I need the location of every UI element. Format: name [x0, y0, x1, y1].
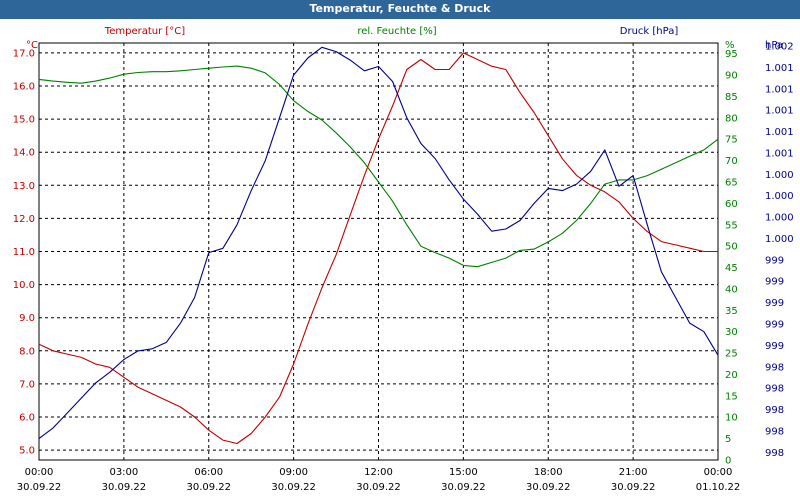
unit-pressure: hPa [765, 40, 783, 51]
y-tick-pressure: 999 [765, 255, 784, 266]
y-tick-temperature: 6.0 [19, 412, 35, 423]
y-tick-humidity: 70 [725, 156, 738, 167]
unit-temperature: °C [26, 40, 38, 51]
y-tick-humidity: 0 [725, 456, 731, 467]
x-tick-date: 30.09.22 [186, 482, 231, 493]
y-tick-pressure: 1.001 [765, 106, 794, 117]
y-tick-pressure: 998 [765, 426, 784, 437]
axis-label-humidity: rel. Feuchte [%] [357, 26, 436, 37]
x-tick-time: 00:00 [25, 467, 54, 478]
x-tick-date: 30.09.22 [526, 482, 571, 493]
x-tick-time: 18:00 [534, 467, 563, 478]
y-tick-temperature: 7.0 [19, 379, 35, 390]
y-tick-humidity: 45 [725, 263, 738, 274]
x-tick-time: 21:00 [619, 467, 648, 478]
y-tick-humidity: 10 [725, 413, 738, 424]
y-tick-humidity: 20 [725, 370, 738, 381]
chart: 00:00 30.09.22 03:00 30.09.22 06:00 30.09.22 0… [13, 26, 794, 494]
axis-label-temperature: Temperatur [°C] [104, 26, 185, 37]
x-tick-time: 12:00 [364, 467, 393, 478]
y-tick-humidity: 25 [725, 349, 738, 360]
y-tick-pressure: 1.000 [765, 213, 794, 224]
y-tick-humidity: 40 [725, 284, 738, 295]
y-tick-pressure: 1.000 [765, 170, 794, 181]
x-tick-date: 30.09.22 [102, 482, 147, 493]
y-tick-pressure: 1.002 [765, 42, 794, 53]
y-tick-pressure: 998 [765, 384, 784, 395]
x-tick-time: 15:00 [449, 467, 478, 478]
y-tick-temperature: 15.0 [13, 115, 35, 126]
y-tick-pressure: 999 [765, 341, 784, 352]
y-tick-pressure: 999 [765, 298, 784, 309]
y-tick-humidity: 35 [725, 306, 738, 317]
tick-labels: 00:00 30.09.22 03:00 30.09.22 06:00 30.09.22 0… [13, 42, 794, 494]
x-tick-date: 01.10.22 [696, 482, 741, 493]
y-tick-humidity: 75 [725, 135, 738, 146]
y-tick-pressure: 998 [765, 405, 784, 416]
y-tick-humidity: 50 [725, 242, 738, 253]
y-tick-temperature: 5.0 [19, 446, 35, 457]
y-tick-pressure: 1.000 [765, 191, 794, 202]
y-tick-temperature: 17.0 [13, 48, 35, 59]
y-tick-temperature: 10.0 [13, 280, 35, 291]
y-tick-humidity: 85 [725, 92, 738, 103]
y-tick-temperature: 11.0 [13, 247, 35, 258]
y-tick-pressure: 999 [765, 320, 784, 331]
y-tick-humidity: 30 [725, 327, 738, 338]
y-tick-pressure: 998 [765, 362, 784, 373]
x-tick-date: 30.09.22 [17, 482, 62, 493]
x-tick-date: 30.09.22 [441, 482, 486, 493]
y-tick-temperature: 16.0 [13, 82, 35, 93]
y-tick-temperature: 9.0 [19, 313, 35, 324]
x-tick-date: 30.09.22 [356, 482, 401, 493]
axis-label-pressure: Druck [hPa] [620, 26, 679, 37]
x-tick-time: 09:00 [279, 467, 308, 478]
y-tick-humidity: 55 [725, 220, 738, 231]
y-tick-humidity: 60 [725, 199, 738, 210]
y-tick-humidity: 15 [725, 391, 738, 402]
x-tick-date: 30.09.22 [271, 482, 316, 493]
y-tick-humidity: 65 [725, 178, 738, 189]
unit-humidity: % [725, 40, 735, 51]
x-tick-time: 00:00 [704, 467, 733, 478]
series-line-pressure [38, 46, 719, 440]
series-line-temperature [38, 52, 718, 445]
y-tick-humidity: 90 [725, 71, 738, 82]
y-tick-temperature: 13.0 [13, 181, 35, 192]
series-layer [38, 46, 719, 445]
y-tick-pressure: 1.001 [765, 148, 794, 159]
x-tick-time: 06:00 [194, 467, 223, 478]
y-tick-pressure: 1.000 [765, 234, 794, 245]
y-tick-humidity: 95 [725, 49, 738, 60]
y-tick-temperature: 12.0 [13, 214, 35, 225]
y-tick-pressure: 1.001 [765, 127, 794, 138]
series-line-humidity [38, 65, 719, 268]
y-tick-pressure: 999 [765, 277, 784, 288]
y-tick-pressure: 1.001 [765, 63, 794, 74]
y-tick-humidity: 5 [725, 434, 731, 445]
window-title: Temperatur, Feuchte & Druck [0, 0, 800, 19]
y-tick-humidity: 80 [725, 113, 738, 124]
y-tick-pressure: 1.001 [765, 84, 794, 95]
y-tick-pressure: 998 [765, 448, 784, 459]
y-tick-temperature: 8.0 [19, 346, 35, 357]
x-tick-time: 03:00 [109, 467, 138, 478]
horizontal-gridlines [39, 52, 718, 451]
y-tick-temperature: 14.0 [13, 148, 35, 159]
x-tick-date: 30.09.22 [611, 482, 656, 493]
